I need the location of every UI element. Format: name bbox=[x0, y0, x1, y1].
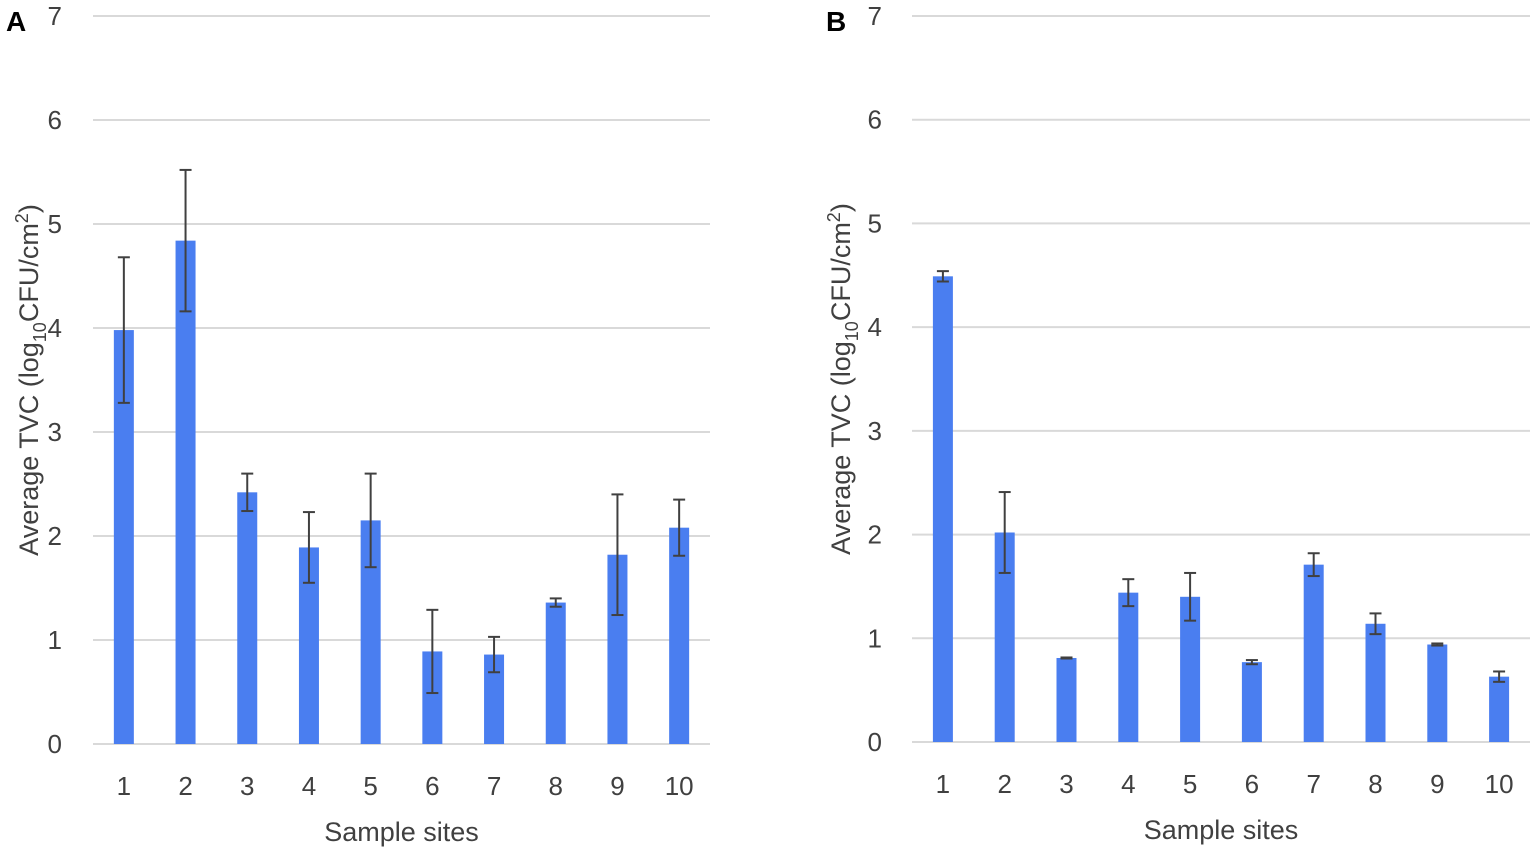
panel-b-x-axis-title: Sample sites bbox=[1144, 815, 1299, 845]
panel-b-x-tick-label: 7 bbox=[1306, 769, 1320, 799]
panel-a-x-tick-label: 4 bbox=[302, 771, 316, 801]
panel-a-bar-4 bbox=[298, 547, 319, 744]
panel-b-error-bar-4 bbox=[1122, 578, 1135, 608]
panel-a-x-tick-label: 9 bbox=[610, 771, 624, 801]
panel-b-bar-5 bbox=[1180, 596, 1201, 742]
panel-a-error-bar-8 bbox=[549, 597, 562, 608]
panel-b-error-bar-1 bbox=[936, 270, 949, 283]
panel-a-x-tick-label: 6 bbox=[425, 771, 439, 801]
panel-a-error-bar-10 bbox=[673, 498, 686, 557]
panel-b-bar-4 bbox=[1118, 592, 1139, 742]
panel-b-bar-7 bbox=[1303, 564, 1324, 742]
panel-b-y-tick-label: 0 bbox=[868, 727, 882, 757]
panel-a-x-tick-label: 1 bbox=[117, 771, 131, 801]
panel-a-x-tick-label: 2 bbox=[178, 771, 192, 801]
panel-a-x-axis-title: Sample sites bbox=[324, 817, 479, 847]
panel-a-x-tick-label: 10 bbox=[665, 771, 694, 801]
panel-a-error-bar-1 bbox=[117, 256, 130, 404]
panel-a-bar-7 bbox=[484, 654, 505, 744]
panel-b-error-bar-7 bbox=[1307, 552, 1320, 578]
panel-a-error-bar-6 bbox=[426, 608, 439, 695]
panel-b-bar-2 bbox=[994, 532, 1015, 742]
panel-a-error-bar-2 bbox=[179, 168, 192, 313]
panel-a-x-tick-label: 5 bbox=[363, 771, 377, 801]
panel-b-x-tick-label: 4 bbox=[1121, 769, 1135, 799]
panel-b-error-bar-3 bbox=[1060, 656, 1073, 660]
panel-a-y-tick-label: 4 bbox=[48, 313, 62, 343]
panel-a-x-tick-label: 8 bbox=[549, 771, 563, 801]
panel-a-x-tick-label: 3 bbox=[240, 771, 254, 801]
panel-a-label: A bbox=[6, 6, 26, 37]
panel-a-error-bar-4 bbox=[302, 511, 315, 584]
panel-b-error-bar-10 bbox=[1493, 670, 1506, 683]
panel-b-bar-3 bbox=[1056, 657, 1077, 742]
panel-b-y-tick-label: 3 bbox=[868, 416, 882, 446]
panel-a-y-tick-label: 7 bbox=[48, 1, 62, 31]
panel-b-y-tick-label: 6 bbox=[868, 105, 882, 135]
panel-a-bar-2 bbox=[175, 240, 196, 744]
panel-b-y-tick-label: 1 bbox=[868, 623, 882, 653]
panel-a-x-tick-label: 7 bbox=[487, 771, 501, 801]
panel-b-x-tick-label: 6 bbox=[1245, 769, 1259, 799]
panel-b-x-tick-label: 5 bbox=[1183, 769, 1197, 799]
panel-a-y-tick-label: 5 bbox=[48, 209, 62, 239]
panel-b-x-tick-label: 2 bbox=[997, 769, 1011, 799]
panel-a-bar-3 bbox=[237, 492, 258, 744]
panel-a-bar-8 bbox=[545, 602, 566, 744]
panel-a-error-bar-3 bbox=[241, 472, 254, 513]
panel-b-y-tick-label: 4 bbox=[868, 312, 882, 342]
panel-b-bar-10 bbox=[1489, 676, 1510, 742]
panel-a-y-tick-label: 3 bbox=[48, 417, 62, 447]
panel-a-error-bar-5 bbox=[364, 472, 377, 569]
panel-b-bar-1 bbox=[932, 276, 953, 742]
panel-a-bar-1 bbox=[113, 330, 134, 744]
panel-a-y-axis-title: Average TVC (log10CFU/cm2) bbox=[12, 204, 50, 556]
panel-b-error-bar-2 bbox=[998, 491, 1011, 574]
panel-b-label: B bbox=[826, 6, 846, 37]
panel-b-bar-9 bbox=[1427, 644, 1448, 742]
panel-a-bar-9 bbox=[607, 554, 628, 744]
panel-b-x-tick-label: 8 bbox=[1368, 769, 1382, 799]
panel-b-error-bar-9 bbox=[1431, 642, 1444, 647]
panel-a-y-tick-label: 1 bbox=[48, 625, 62, 655]
panel-a-y-tick-label: 0 bbox=[48, 729, 62, 759]
panel-b-y-axis-title: Average TVC (log10CFU/cm2) bbox=[824, 203, 862, 555]
panel-b-error-bar-5 bbox=[1184, 571, 1197, 622]
panel-b-y-tick-label: 7 bbox=[868, 1, 882, 31]
panel-a-y-tick-label: 6 bbox=[48, 105, 62, 135]
panel-b-y-tick-label: 2 bbox=[868, 520, 882, 550]
panel-b-x-tick-label: 3 bbox=[1059, 769, 1073, 799]
panel-a-bar-6 bbox=[422, 651, 443, 744]
panel-a-error-bar-7 bbox=[488, 635, 501, 674]
panel-a-bar-5 bbox=[360, 520, 381, 744]
panel-b-bar-6 bbox=[1241, 662, 1262, 742]
panel-a-bar-10 bbox=[669, 527, 690, 744]
panel-b-x-tick-label: 10 bbox=[1485, 769, 1514, 799]
panel-b-bar-8 bbox=[1365, 623, 1386, 742]
panel-a-y-tick-label: 2 bbox=[48, 521, 62, 551]
panel-b-x-tick-label: 9 bbox=[1430, 769, 1444, 799]
panel-a: 0 1 2 3 4 5 6 7 1 2 3 4 5 6 7 8 9 10 Sample sites Average T… bbox=[6, 1, 710, 847]
panel-b-y-tick-label: 5 bbox=[868, 208, 882, 238]
panel-b: 0 1 2 3 4 5 6 7 1 2 3 4 5 6 7 8 9 10 Sample sites Average T… bbox=[824, 1, 1530, 845]
panel-b-error-bar-8 bbox=[1369, 612, 1382, 636]
panel-a-error-bar-9 bbox=[611, 493, 624, 617]
panel-b-error-bar-6 bbox=[1245, 659, 1258, 666]
panel-b-x-tick-label: 1 bbox=[936, 769, 950, 799]
